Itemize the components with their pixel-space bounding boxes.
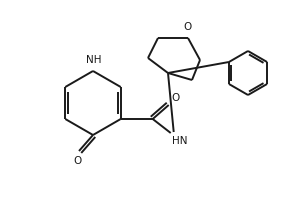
Text: O: O [73, 156, 81, 166]
Text: O: O [172, 93, 180, 103]
Text: O: O [184, 22, 192, 32]
Text: HN: HN [172, 136, 187, 146]
Text: NH: NH [86, 55, 102, 65]
